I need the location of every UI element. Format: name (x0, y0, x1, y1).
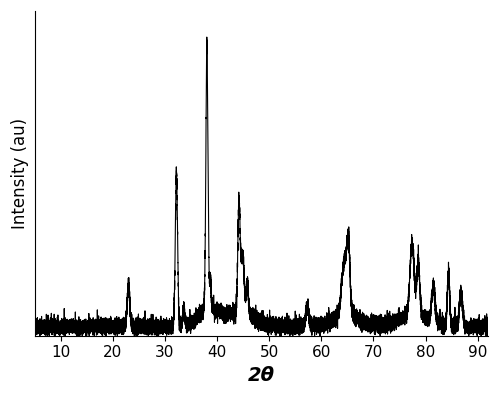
X-axis label: 2θ: 2θ (248, 366, 275, 385)
Y-axis label: Intensity (au): Intensity (au) (11, 118, 29, 229)
